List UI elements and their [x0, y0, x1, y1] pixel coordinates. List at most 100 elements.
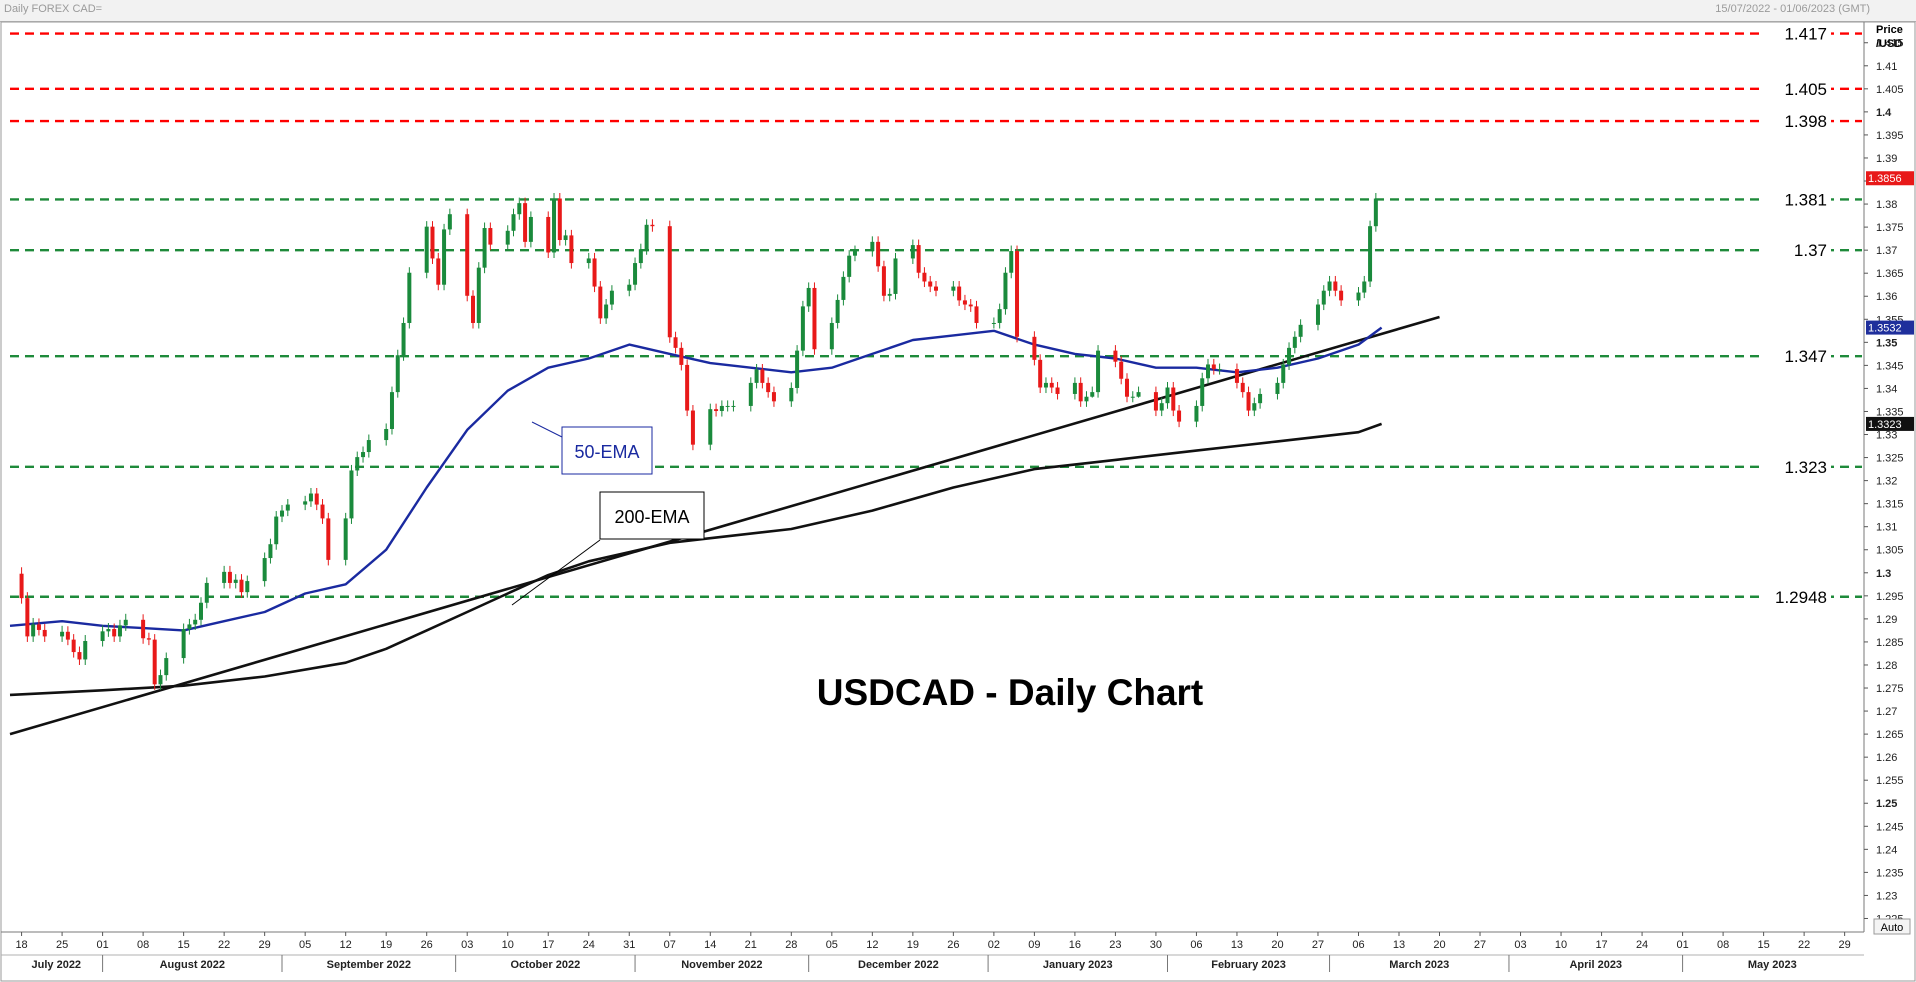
candle-body: [1096, 350, 1101, 393]
candle: [1171, 381, 1176, 417]
trendline: [9, 315, 1440, 736]
candle: [1339, 285, 1344, 306]
candle: [916, 239, 921, 279]
candle-body: [1373, 198, 1378, 227]
candle-body: [922, 272, 927, 282]
candle-body: [407, 272, 412, 323]
time-tick-label: 10: [1555, 939, 1567, 951]
time-tick-label: 29: [1839, 939, 1851, 951]
candle-body: [1072, 382, 1077, 394]
candle-body: [910, 245, 915, 259]
level-label-bg: [1761, 455, 1831, 478]
candle: [685, 359, 690, 417]
candle: [1078, 377, 1083, 407]
candle: [528, 211, 533, 248]
time-tick-label: 15: [1757, 939, 1769, 951]
price-tick-label: 1.26: [1876, 752, 1897, 764]
candle-body: [505, 230, 510, 245]
level-label-bg: [1761, 188, 1831, 211]
candle-body: [384, 428, 389, 441]
chart-frame: [0, 21, 1916, 982]
candle: [991, 317, 996, 329]
candle-body: [1153, 392, 1158, 411]
candle-body: [100, 631, 105, 642]
candle-body: [1038, 359, 1043, 388]
candle: [471, 290, 475, 329]
candle-body: [633, 263, 638, 285]
candle-body: [77, 652, 82, 660]
candle: [1217, 363, 1222, 375]
candle-body: [598, 286, 603, 319]
ema50-line: [9, 326, 1383, 632]
candle-body: [1321, 290, 1326, 305]
auto-button-box: [1873, 918, 1911, 935]
candle: [187, 618, 192, 635]
candle-body: [181, 629, 186, 659]
candle: [262, 552, 267, 587]
candle: [563, 229, 568, 246]
candle: [650, 219, 655, 232]
time-tick-label: 13: [1231, 939, 1243, 951]
candle-body: [847, 255, 852, 277]
candle-body: [569, 235, 574, 264]
level-label-bg: [1761, 345, 1831, 368]
price-tick-label: 1.275: [1876, 683, 1904, 695]
date-range: 15/07/2022 - 01/06/2023 (GMT): [1715, 3, 1870, 15]
candle-body: [725, 405, 730, 407]
candle-body: [280, 510, 285, 517]
candle-body: [812, 287, 817, 350]
candle-body: [714, 409, 719, 412]
candle-body: [1315, 304, 1320, 325]
candle-body: [1258, 393, 1263, 404]
time-tick-label: 24: [583, 939, 595, 951]
candle-body: [227, 571, 232, 583]
candle-body: [1206, 364, 1211, 379]
candle: [644, 219, 649, 255]
candle: [268, 538, 273, 564]
plot-border: [0, 21, 1916, 982]
candle-body: [586, 258, 591, 264]
candle-body: [314, 493, 319, 505]
candle: [465, 208, 470, 302]
chart-title: USDCAD - Daily Chart: [817, 672, 1204, 713]
candle-body: [1078, 382, 1083, 402]
candle-body: [771, 392, 776, 402]
candle: [962, 294, 967, 311]
candle-body: [1287, 347, 1292, 365]
candle-body: [1368, 226, 1373, 282]
candle-body: [604, 304, 609, 319]
time-tick-label: 27: [1312, 939, 1324, 951]
time-tick-label: 03: [461, 939, 473, 951]
candle: [146, 632, 151, 646]
candle-body: [841, 276, 846, 300]
candle: [204, 577, 209, 609]
month-label: July 2022: [32, 959, 82, 971]
candle-body: [152, 639, 157, 685]
auto-button[interactable]: Auto: [1881, 922, 1904, 934]
price-tick-label: 1.24: [1876, 844, 1897, 856]
ema200-badge: 1.3323: [1868, 419, 1902, 431]
candle: [1206, 358, 1211, 384]
candle-body: [685, 364, 690, 411]
time-tick-label: 31: [623, 939, 635, 951]
candle: [1113, 345, 1118, 368]
candle: [233, 574, 238, 589]
candle: [1055, 381, 1060, 400]
candle: [1368, 220, 1373, 288]
candle: [193, 613, 198, 630]
symbol-title: Daily FOREX CAD=: [4, 3, 103, 15]
ema200-callout-label: 200-EMA: [614, 507, 689, 527]
time-tick-label: 18: [15, 939, 27, 951]
candle-body: [557, 198, 562, 241]
candle: [957, 281, 962, 306]
candle-body: [447, 214, 452, 230]
level-label-bg: [1761, 239, 1831, 262]
time-tick-label: 14: [704, 939, 716, 951]
candle-body: [1200, 378, 1205, 406]
candle: [714, 403, 719, 417]
candle-body: [835, 299, 840, 323]
candle-body: [870, 241, 875, 252]
price-tick-label: 1.325: [1876, 453, 1904, 465]
month-label: February 2023: [1211, 959, 1286, 971]
